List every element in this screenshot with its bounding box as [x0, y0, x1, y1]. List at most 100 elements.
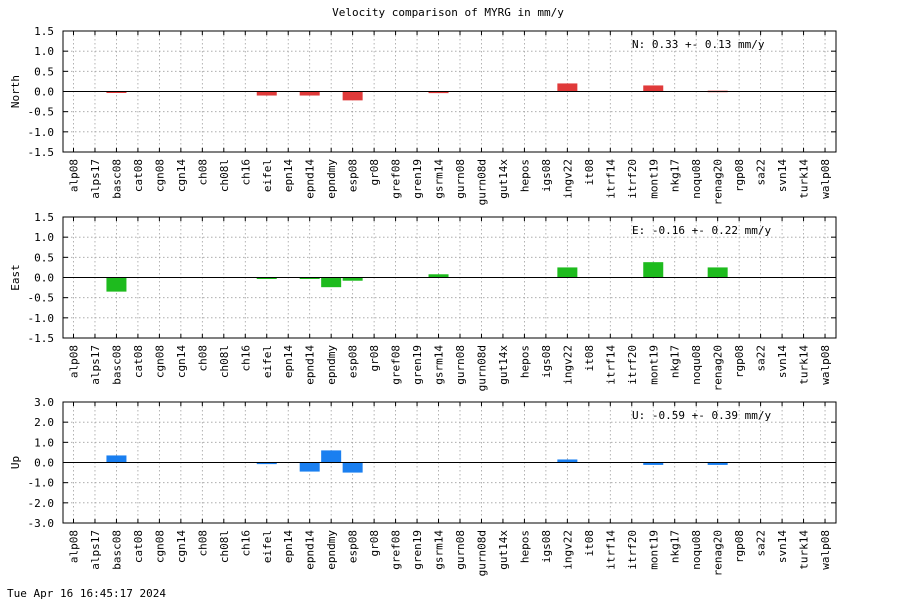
y-tick-label: -1.0 — [28, 126, 55, 139]
x-tick-label: cat08 — [132, 530, 145, 563]
x-tick-label: alps17 — [89, 345, 102, 385]
x-tick-label: ch08l — [218, 345, 231, 378]
chart-title: Velocity comparison of MYRG in mm/y — [332, 6, 564, 19]
bar-ingv22 — [557, 459, 578, 463]
x-tick-label: gref08 — [390, 345, 403, 385]
x-tick-label: hepos — [518, 159, 531, 192]
x-tick-label: gurn08d — [475, 345, 488, 391]
x-tick-label: nkg17 — [669, 345, 682, 378]
y-tick-label: 1.0 — [34, 231, 54, 244]
x-tick-label: ch16 — [239, 159, 252, 186]
x-tick-label: ch16 — [239, 530, 252, 557]
y-axis-label: East — [9, 264, 22, 291]
y-tick-label: -3.0 — [28, 517, 55, 530]
x-tick-label: itrf14 — [604, 345, 617, 385]
x-tick-label: gsrm14 — [433, 159, 446, 199]
bar-mont19 — [643, 85, 664, 92]
x-tick-label: gr08 — [368, 159, 381, 186]
x-tick-label: sa22 — [755, 530, 768, 557]
bar-eifel — [256, 277, 277, 279]
x-tick-label: cgn14 — [175, 345, 188, 378]
timestamp: Tue Apr 16 16:45:17 2024 — [7, 587, 166, 600]
y-tick-label: -1.0 — [28, 477, 55, 490]
x-tick-label: svn14 — [776, 159, 789, 192]
bar-esp08 — [342, 462, 363, 473]
bar-ingv22 — [557, 267, 578, 278]
x-tick-label: svn14 — [776, 530, 789, 563]
x-tick-label: renag20 — [712, 530, 725, 576]
x-tick-label: gut14x — [497, 159, 510, 199]
x-tick-label: alp08 — [68, 530, 81, 563]
x-tick-label: itrf20 — [626, 530, 639, 570]
x-tick-label: basc08 — [110, 159, 123, 199]
bar-epnd14 — [299, 91, 320, 96]
x-tick-label: ch08l — [218, 159, 231, 192]
x-tick-label: igs08 — [540, 159, 553, 192]
bar-gsrm14 — [428, 274, 449, 278]
x-tick-label: noqu08 — [690, 530, 703, 570]
x-tick-label: gref08 — [390, 159, 403, 199]
x-tick-label: eifel — [261, 530, 274, 563]
plot-border — [62, 401, 837, 524]
x-tick-label: cgn08 — [153, 530, 166, 563]
x-tick-label: turk14 — [798, 159, 811, 199]
x-tick-label: gurn08 — [454, 345, 467, 385]
x-tick-label: igs08 — [540, 345, 553, 378]
bar-mont19 — [643, 262, 664, 278]
x-tick-label: esp08 — [347, 345, 360, 378]
y-tick-label: 1.5 — [34, 25, 54, 38]
panel-annotation: E: -0.16 +- 0.22 mm/y — [632, 224, 771, 237]
x-tick-label: renag20 — [712, 345, 725, 391]
x-tick-label: itrf20 — [626, 345, 639, 385]
x-tick-label: epndmy — [325, 345, 338, 385]
x-tick-label: gsrm14 — [433, 530, 446, 570]
y-tick-label: -1.0 — [28, 312, 55, 325]
x-tick-label: cat08 — [132, 345, 145, 378]
x-tick-label: gren19 — [411, 530, 424, 570]
bar-mont19 — [643, 462, 664, 465]
x-tick-label: svn14 — [776, 345, 789, 378]
x-tick-label: mont19 — [647, 159, 660, 199]
panel-up: 3.0 2.0 1.0 0.0 -1.0 -2.0 -3.0 U: -0.59 +- 0.39… — [9, 396, 837, 576]
x-tick-label: turk14 — [798, 345, 811, 385]
x-tick-label: ch16 — [239, 345, 252, 372]
x-tick-label: ch08 — [196, 530, 209, 557]
plot-border — [62, 216, 837, 339]
y-tick-label: 0.5 — [34, 251, 54, 264]
x-tick-label: esp08 — [347, 530, 360, 563]
x-tick-label: mont19 — [647, 530, 660, 570]
x-tick-label: mont19 — [647, 345, 660, 385]
x-tick-label: rgp08 — [733, 345, 746, 378]
x-tick-label: hepos — [518, 530, 531, 563]
bar-epnd14 — [299, 277, 320, 279]
y-tick-label: 1.0 — [34, 45, 54, 58]
y-axis-label: North — [9, 75, 22, 108]
x-tick-label: epn14 — [282, 159, 295, 192]
x-tick-label: renag20 — [712, 159, 725, 205]
x-tick-label: gren19 — [411, 345, 424, 385]
x-tick-label: rgp08 — [733, 159, 746, 192]
panel-annotation: U: -0.59 +- 0.39 mm/y — [632, 409, 771, 422]
x-tick-label: basc08 — [110, 530, 123, 570]
panel-east: 1.5 1.0 0.5 0.0 -0.5 -1.0 -1.5 E: -0.16 +- 0.22… — [9, 211, 837, 391]
x-tick-label: gurn08 — [454, 530, 467, 570]
x-tick-label: walp08 — [819, 530, 832, 570]
x-tick-label: gref08 — [390, 530, 403, 570]
bar-epnd14 — [299, 462, 320, 472]
x-tick-label: eifel — [261, 159, 274, 192]
x-tick-label: igs08 — [540, 530, 553, 563]
y-tick-label: 3.0 — [34, 396, 54, 409]
x-tick-label: epndmy — [325, 159, 338, 199]
x-tick-label: gut14x — [497, 345, 510, 385]
x-tick-label: cgn14 — [175, 159, 188, 192]
x-tick-label: ch08l — [218, 530, 231, 563]
bar-basc08 — [106, 91, 127, 93]
x-tick-label: it08 — [583, 159, 596, 186]
x-tick-label: noqu08 — [690, 345, 703, 385]
panel-north: 1.5 1.0 0.5 0.0 -0.5 -1.0 -1.5 N: 0.33 +- 0.13 … — [9, 25, 837, 205]
x-tick-label: noqu08 — [690, 159, 703, 199]
x-tick-label: esp08 — [347, 159, 360, 192]
bar-esp08 — [342, 91, 363, 101]
x-tick-label: ingv22 — [561, 159, 574, 199]
bar-epndmy — [321, 450, 342, 463]
